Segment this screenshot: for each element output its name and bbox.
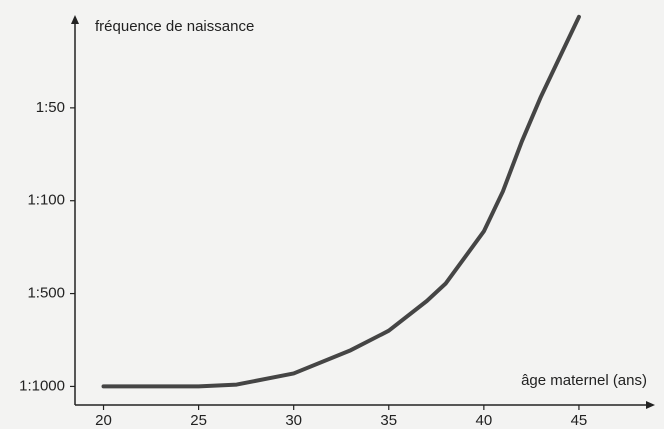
y-tick-label: 1:100	[27, 192, 65, 209]
line	[101, 14, 581, 389]
y-axis-arrow	[71, 15, 79, 24]
x-tick-label: 40	[476, 412, 493, 429]
x-tick-label: 45	[571, 412, 588, 429]
x-tick-label: 20	[95, 412, 112, 429]
y-tick-label: 1:1000	[19, 377, 65, 394]
x-tick-label: 35	[380, 412, 397, 429]
y-axis-label: fréquence de naissance	[95, 18, 254, 35]
y-tick-label: 1:50	[36, 99, 65, 116]
x-tick-label: 30	[285, 412, 302, 429]
x-axis-label: âge maternel (ans)	[521, 372, 647, 389]
x-axis-arrow	[646, 401, 655, 409]
x-tick-label: 25	[190, 412, 207, 429]
y-tick-label: 1:500	[27, 285, 65, 302]
